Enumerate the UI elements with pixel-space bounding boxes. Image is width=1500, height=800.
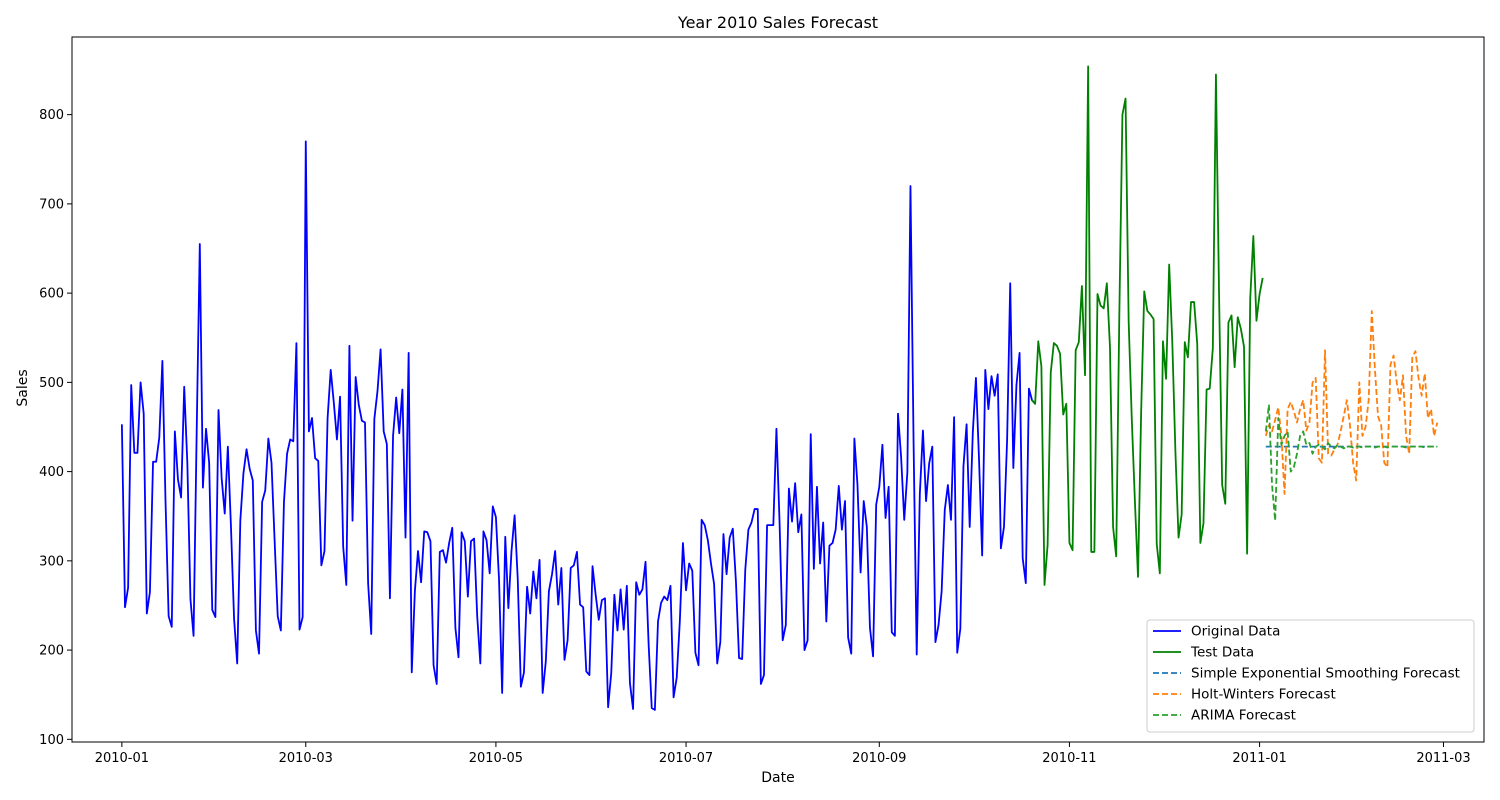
- x-tick-label-7: 2011-03: [1416, 751, 1470, 766]
- legend-box: [1146, 619, 1475, 733]
- axes-layer: 2010-01 2010-03 2010-05 2010-07 2010-09 2010-…: [39, 36, 1485, 766]
- y-tick-label-6: 700: [39, 197, 64, 212]
- x-tick-label-1: 2010-03: [279, 751, 333, 766]
- y-tick-label-4: 500: [39, 376, 64, 391]
- legend-label-2: Simple Exponential Smoothing Forecast: [1191, 666, 1460, 682]
- y-tick-label-3: 400: [39, 465, 64, 480]
- legend: Original Data Test Data Simple Exponential…: [1146, 619, 1475, 733]
- series-line-0: [120, 140, 1036, 711]
- x-axis-title: Date: [761, 770, 794, 786]
- x-tick-label-6: 2011-01: [1232, 751, 1286, 766]
- y-tick-label-2: 300: [39, 554, 64, 569]
- y-tick-label-5: 600: [39, 287, 64, 302]
- y-tick-label-1: 200: [39, 644, 64, 659]
- series-line-3: [1264, 310, 1439, 495]
- x-tick-label-0: 2010-01: [95, 751, 149, 766]
- legend-label-0: Original Data: [1191, 624, 1280, 640]
- y-axis-title: Sales: [15, 369, 31, 406]
- y-tick-label-7: 800: [39, 108, 64, 123]
- legend-label-3: Holt-Winters Forecast: [1191, 687, 1336, 703]
- series-line-1: [1031, 65, 1264, 586]
- chart-title: Year 2010 Sales Forecast: [677, 13, 878, 32]
- series-layer: [120, 65, 1439, 711]
- y-tick-label-0: 100: [39, 733, 64, 748]
- x-tick-label-4: 2010-09: [852, 751, 906, 766]
- x-tick-label-5: 2010-11: [1042, 751, 1096, 766]
- x-tick-label-3: 2010-07: [659, 751, 713, 766]
- series-line-4: [1264, 403, 1438, 522]
- legend-label-4: ARIMA Forecast: [1191, 708, 1296, 724]
- plot-frame: [71, 36, 1485, 743]
- x-tick-label-2: 2010-05: [469, 751, 523, 766]
- legend-label-1: Test Data: [1190, 645, 1254, 661]
